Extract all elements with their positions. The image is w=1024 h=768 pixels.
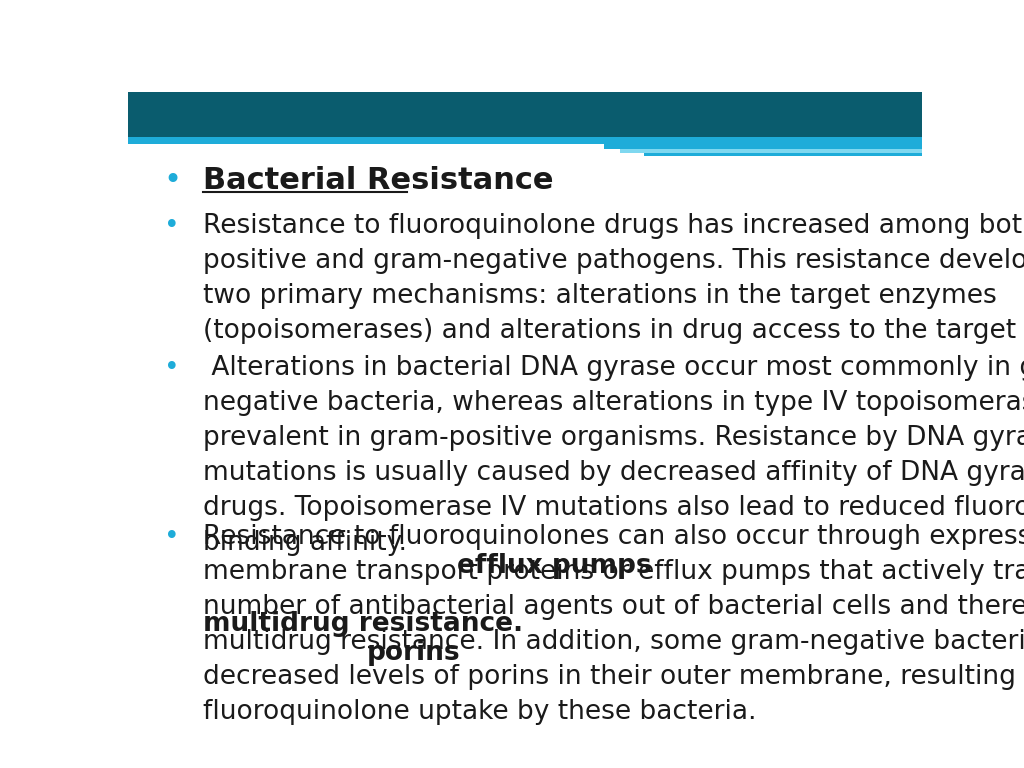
Text: efflux pumps: efflux pumps [457, 553, 651, 579]
FancyBboxPatch shape [620, 149, 922, 153]
FancyBboxPatch shape [604, 144, 922, 149]
Text: porins: porins [367, 640, 461, 666]
Text: •: • [164, 524, 179, 550]
Text: multidrug resistance.: multidrug resistance. [204, 611, 523, 637]
Text: Resistance to fluoroquinolone drugs has increased among both gram-
positive and : Resistance to fluoroquinolone drugs has … [204, 214, 1024, 344]
FancyBboxPatch shape [128, 92, 922, 137]
Text: Alterations in bacterial DNA gyrase occur most commonly in gram-
negative bacter: Alterations in bacterial DNA gyrase occu… [204, 356, 1024, 556]
FancyBboxPatch shape [128, 137, 922, 144]
FancyBboxPatch shape [644, 153, 922, 156]
Text: •: • [164, 356, 179, 382]
Text: •: • [164, 166, 182, 195]
Text: Resistance to fluoroquinolones can also occur through expression of
membrane tra: Resistance to fluoroquinolones can also … [204, 524, 1024, 725]
Text: •: • [164, 214, 179, 240]
Text: Bacterial Resistance: Bacterial Resistance [204, 166, 554, 195]
